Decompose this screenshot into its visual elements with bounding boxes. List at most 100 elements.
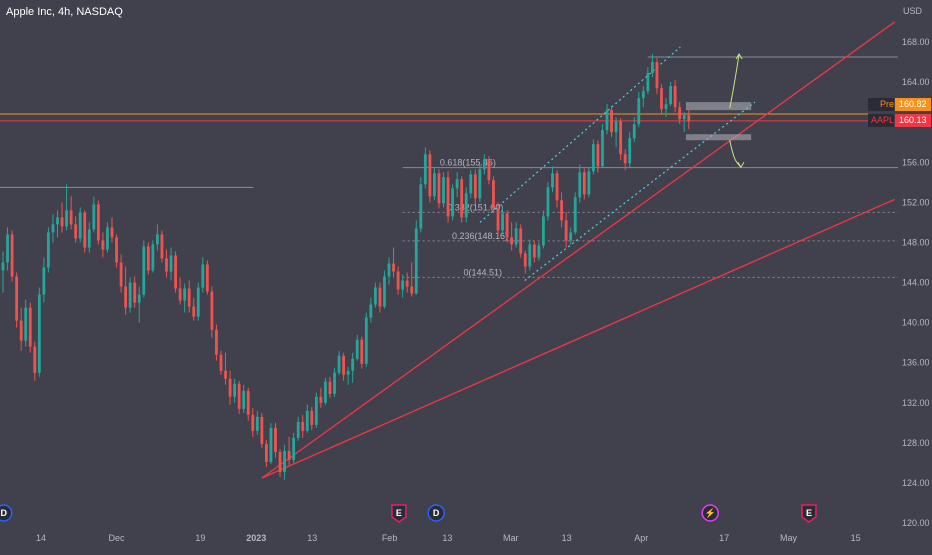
candle[interactable]: [378, 282, 382, 313]
candle[interactable]: [333, 367, 336, 397]
candle[interactable]: [555, 170, 559, 208]
candle[interactable]: [324, 377, 327, 405]
candle[interactable]: [387, 257, 391, 285]
candle[interactable]: [405, 272, 409, 293]
candle[interactable]: [69, 196, 73, 230]
candle[interactable]: [269, 422, 273, 464]
candle[interactable]: [228, 370, 232, 405]
candle[interactable]: [115, 234, 118, 268]
candle[interactable]: [246, 387, 250, 421]
candle[interactable]: [610, 106, 613, 138]
candle[interactable]: [455, 172, 459, 198]
candle[interactable]: [183, 283, 187, 313]
candle[interactable]: [106, 222, 109, 253]
candle[interactable]: [619, 118, 623, 161]
candle[interactable]: [47, 227, 50, 273]
candle[interactable]: [15, 272, 19, 328]
candle[interactable]: [664, 98, 668, 118]
candle[interactable]: [219, 350, 223, 375]
candle[interactable]: [564, 212, 568, 248]
candle[interactable]: [473, 169, 477, 205]
candle[interactable]: [451, 184, 455, 221]
range-box[interactable]: [685, 134, 752, 141]
candle[interactable]: [419, 177, 423, 233]
candle[interactable]: [496, 202, 500, 237]
candle[interactable]: [119, 254, 123, 293]
candle[interactable]: [10, 230, 14, 282]
candle[interactable]: [373, 282, 377, 308]
candle[interactable]: [469, 170, 473, 199]
earnings-event-icon[interactable]: E: [801, 504, 817, 523]
candle[interactable]: [24, 299, 28, 347]
candle[interactable]: [146, 242, 150, 275]
candle[interactable]: [628, 132, 632, 168]
candle[interactable]: [319, 387, 323, 408]
candle[interactable]: [260, 412, 264, 448]
candle[interactable]: [215, 324, 218, 361]
candle[interactable]: [532, 240, 536, 263]
candle[interactable]: [210, 286, 214, 338]
candle[interactable]: [56, 210, 59, 238]
candle[interactable]: [78, 207, 82, 243]
candle[interactable]: [523, 250, 527, 274]
candle[interactable]: [83, 210, 87, 253]
candle[interactable]: [369, 297, 373, 323]
candle[interactable]: [582, 168, 586, 200]
candle[interactable]: [169, 247, 173, 281]
candle[interactable]: [360, 336, 364, 369]
candle[interactable]: [428, 150, 432, 203]
candle[interactable]: [596, 140, 600, 173]
candle[interactable]: [1, 251, 5, 293]
candle[interactable]: [65, 184, 68, 231]
candle[interactable]: [101, 232, 105, 258]
candle[interactable]: [133, 276, 137, 308]
candle[interactable]: [687, 110, 691, 130]
candle[interactable]: [155, 224, 159, 251]
candle[interactable]: [342, 352, 346, 381]
candle[interactable]: [33, 341, 37, 381]
range-box[interactable]: [685, 102, 752, 111]
candle[interactable]: [224, 352, 227, 385]
candle[interactable]: [328, 376, 332, 398]
candle[interactable]: [383, 270, 386, 309]
candle[interactable]: [310, 406, 314, 430]
candle[interactable]: [51, 214, 55, 243]
candle[interactable]: [482, 154, 486, 175]
candle[interactable]: [464, 187, 468, 223]
candle[interactable]: [187, 280, 191, 313]
candle[interactable]: [392, 247, 395, 278]
candle[interactable]: [528, 239, 532, 271]
candle[interactable]: [637, 92, 641, 128]
candle[interactable]: [460, 176, 464, 223]
candle[interactable]: [151, 240, 155, 273]
candle[interactable]: [346, 366, 350, 385]
candle[interactable]: [251, 407, 255, 437]
candle[interactable]: [287, 436, 291, 465]
candle[interactable]: [551, 166, 554, 193]
candle[interactable]: [632, 117, 636, 143]
earnings-event-icon[interactable]: E: [391, 504, 407, 523]
candle[interactable]: [42, 257, 46, 303]
candle[interactable]: [514, 222, 518, 248]
dividend-event-icon[interactable]: D: [427, 504, 445, 522]
candle[interactable]: [537, 242, 541, 261]
candle[interactable]: [128, 277, 132, 313]
candle[interactable]: [591, 139, 595, 175]
candle[interactable]: [587, 167, 591, 198]
candle[interactable]: [510, 222, 514, 251]
dividend-event-icon[interactable]: D: [0, 504, 13, 522]
projection-arrow-up[interactable]: [729, 53, 740, 109]
candle[interactable]: [92, 196, 96, 233]
candle[interactable]: [446, 171, 450, 223]
candle[interactable]: [264, 439, 268, 467]
candle[interactable]: [573, 192, 577, 235]
candle[interactable]: [478, 164, 482, 203]
candle[interactable]: [74, 216, 78, 243]
candle[interactable]: [28, 302, 32, 353]
candle[interactable]: [242, 384, 246, 413]
candle[interactable]: [401, 274, 405, 298]
candle[interactable]: [296, 416, 300, 441]
candle[interactable]: [501, 207, 504, 235]
candle[interactable]: [160, 230, 164, 263]
